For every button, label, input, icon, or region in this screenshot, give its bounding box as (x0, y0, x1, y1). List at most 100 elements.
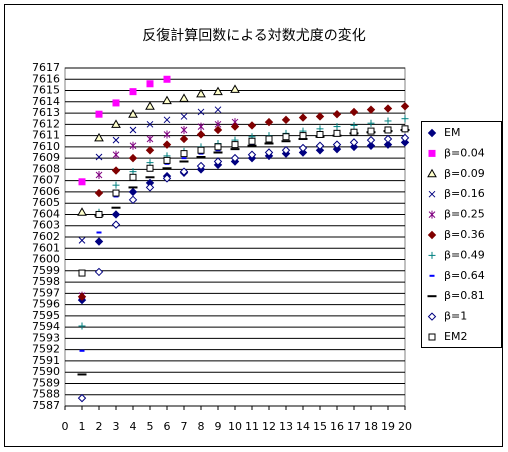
x-tick-label: 10 (228, 420, 242, 433)
marker-part (428, 149, 436, 157)
x-tick-label: 7 (181, 420, 188, 433)
marker-part (427, 312, 437, 321)
marker-part (163, 156, 171, 164)
y-tick-label: 7591 (32, 354, 60, 367)
marker-part (162, 140, 172, 149)
marker-part (265, 135, 273, 143)
point (282, 133, 290, 141)
marker-part (366, 141, 376, 150)
marker-part (383, 104, 393, 113)
point (366, 135, 376, 145)
point (111, 119, 121, 128)
x-tick-label: 4 (130, 420, 137, 433)
marker-part (111, 166, 121, 175)
point (197, 108, 205, 116)
point (179, 167, 189, 176)
marker-part (428, 190, 436, 198)
y-tick-label: 7601 (32, 241, 60, 254)
y-tick-label: 7596 (32, 298, 60, 311)
point (163, 116, 171, 124)
point (77, 292, 87, 301)
point (197, 122, 205, 131)
point (95, 110, 103, 118)
point (146, 80, 154, 88)
marker-part (179, 93, 189, 102)
y-tick-label: 7600 (32, 253, 60, 266)
point (281, 146, 291, 155)
marker-part (247, 150, 257, 159)
marker-part (196, 88, 206, 98)
point (128, 153, 138, 163)
y-tick-label: 7597 (32, 286, 60, 299)
point (400, 102, 410, 111)
marker-part (129, 173, 137, 181)
point (265, 135, 273, 143)
marker-part (179, 167, 189, 176)
point (366, 141, 376, 150)
point (349, 142, 359, 152)
marker-part (315, 146, 325, 155)
point (112, 181, 120, 189)
chart-title: 反復計算回数による対数尤度の変化 (142, 27, 366, 44)
marker-part (214, 106, 222, 114)
marker-part (316, 130, 324, 138)
point (95, 210, 103, 218)
marker-part (196, 130, 206, 139)
marker-part (95, 153, 103, 161)
x-tick-label: 3 (113, 420, 120, 433)
marker-part (197, 146, 205, 154)
marker-part (427, 230, 437, 240)
legend-label: β=0.64 (444, 269, 485, 282)
point (78, 269, 86, 277)
x-tick-label: 19 (381, 420, 395, 433)
marker-part (111, 119, 121, 128)
point (316, 130, 324, 138)
marker-part (111, 220, 121, 229)
marker-part (349, 107, 359, 117)
legend-label: EM2 (444, 330, 467, 343)
marker-part (427, 128, 437, 138)
legend-label: β=0.36 (444, 228, 485, 241)
marker-part (230, 122, 240, 131)
x-tick-label: 18 (364, 420, 378, 433)
point (95, 153, 103, 161)
y-tick-label: 7607 (32, 174, 60, 187)
marker-part (400, 138, 410, 147)
x-tick-label: 5 (147, 420, 154, 433)
x-tick-label: 2 (96, 420, 103, 433)
y-tick-label: 7592 (32, 343, 60, 356)
point (230, 153, 240, 163)
point (162, 140, 172, 149)
x-tick-label: 1 (79, 420, 86, 433)
x-tick-label: 17 (347, 420, 361, 433)
marker-part (400, 102, 410, 111)
point (196, 130, 206, 139)
marker-part (145, 146, 155, 155)
marker-part (162, 95, 172, 105)
x-tick-label: 12 (262, 420, 276, 433)
marker-part (129, 126, 137, 134)
marker-part (95, 210, 103, 218)
marker-part (180, 150, 188, 158)
legend-label: β=0.81 (444, 289, 485, 302)
point (315, 146, 325, 155)
marker-part (112, 189, 120, 197)
point (349, 138, 359, 147)
y-tick-label: 7611 (32, 129, 60, 142)
point (146, 164, 154, 172)
marker-part (78, 178, 86, 186)
marker-part (230, 84, 240, 93)
point (400, 138, 410, 147)
marker-part (128, 187, 138, 197)
x-tick-label: 20 (398, 420, 412, 433)
marker-part (145, 183, 155, 192)
point (281, 115, 291, 125)
point (367, 119, 375, 127)
point (401, 115, 409, 123)
marker-part (94, 237, 104, 246)
marker-part (281, 115, 291, 125)
point (332, 109, 342, 119)
point (213, 157, 223, 166)
point (383, 104, 393, 113)
marker-part (315, 141, 325, 150)
